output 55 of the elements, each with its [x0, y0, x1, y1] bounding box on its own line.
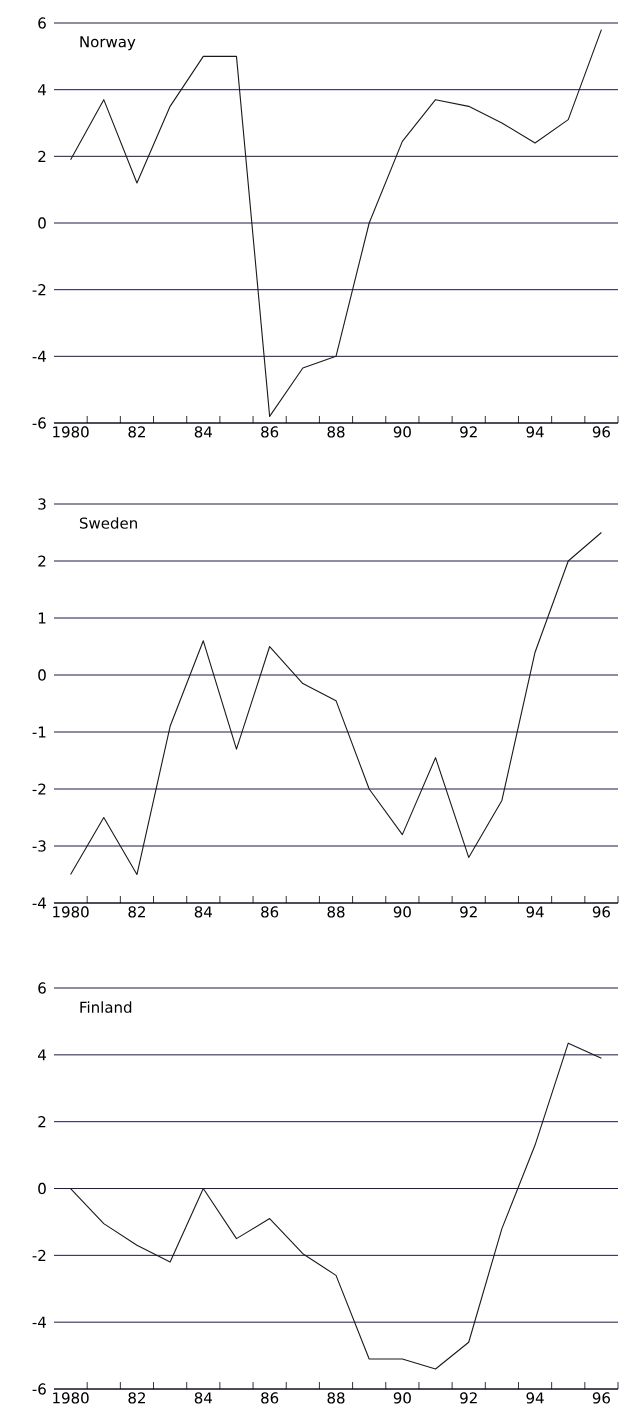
x-tick-label: 96: [592, 906, 611, 918]
x-tick-label: 90: [393, 906, 411, 918]
x-tick-label: 84: [194, 1392, 212, 1404]
line-series: [70, 531, 602, 876]
y-tick-label: 2: [38, 1116, 46, 1128]
text: Sweden: [79, 517, 137, 529]
y-tick-label: 0: [38, 1182, 46, 1195]
y-tick-label: -6: [32, 417, 46, 429]
x-tick-label: 86: [261, 1392, 279, 1404]
y-tick-label: 3: [38, 498, 46, 510]
y-tick-label: -1: [32, 726, 46, 738]
text: Finland: [80, 1001, 132, 1013]
x-tick-label: 82: [128, 1392, 145, 1404]
y-tick-label: -6: [32, 1383, 46, 1395]
x-tick-label: 86: [261, 906, 279, 918]
y-tick-label: 6: [38, 17, 46, 29]
x-tick-label: 92: [460, 426, 477, 438]
x-tick-label: 1980: [53, 906, 89, 918]
y-tick-label: 4: [37, 1049, 46, 1061]
x-tick-label: 82: [128, 426, 145, 438]
y-tick-label: -2: [32, 284, 46, 296]
y-tick-label: -4: [32, 897, 46, 909]
line-series: [70, 1042, 602, 1370]
x-tick-label: 88: [327, 426, 345, 438]
y-tick-label: -4: [32, 350, 46, 362]
y-tick-label: 2: [38, 150, 46, 162]
x-tick-label: 90: [393, 426, 411, 438]
x-tick-label: 88: [327, 1392, 345, 1404]
x-tick-label: 1980: [53, 426, 89, 438]
x-tick-label: 92: [460, 1392, 477, 1404]
y-tick-label: 1: [38, 612, 46, 624]
x-tick-label: 96: [592, 426, 611, 438]
x-tick-label: 88: [327, 906, 345, 918]
x-tick-label: 94: [526, 426, 544, 438]
y-tick-label: -3: [32, 840, 46, 852]
y-tick-label: 0: [38, 669, 46, 681]
x-tick-label: 86: [261, 426, 279, 438]
y-tick-label: -4: [32, 1316, 46, 1328]
x-tick-label: 96: [592, 1392, 611, 1404]
x-tick-label: 94: [526, 906, 544, 918]
y-tick-label: -2: [32, 1249, 46, 1261]
y-tick-label: 4: [37, 84, 46, 96]
x-tick-label: 94: [526, 1392, 544, 1404]
text: Norway: [80, 36, 136, 51]
y-tick-label: 6: [38, 982, 46, 994]
y-tick-label: 2: [38, 555, 46, 567]
y-tick-label: 0: [38, 217, 46, 229]
y-tick-label: -2: [32, 783, 46, 795]
x-tick-label: 84: [194, 426, 212, 438]
line-series: [70, 29, 602, 417]
x-tick-label: 92: [460, 906, 477, 918]
x-tick-label: 82: [128, 906, 145, 918]
x-tick-label: 90: [393, 1392, 411, 1404]
x-tick-label: 1980: [53, 1392, 89, 1404]
x-tick-label: 84: [194, 906, 212, 918]
